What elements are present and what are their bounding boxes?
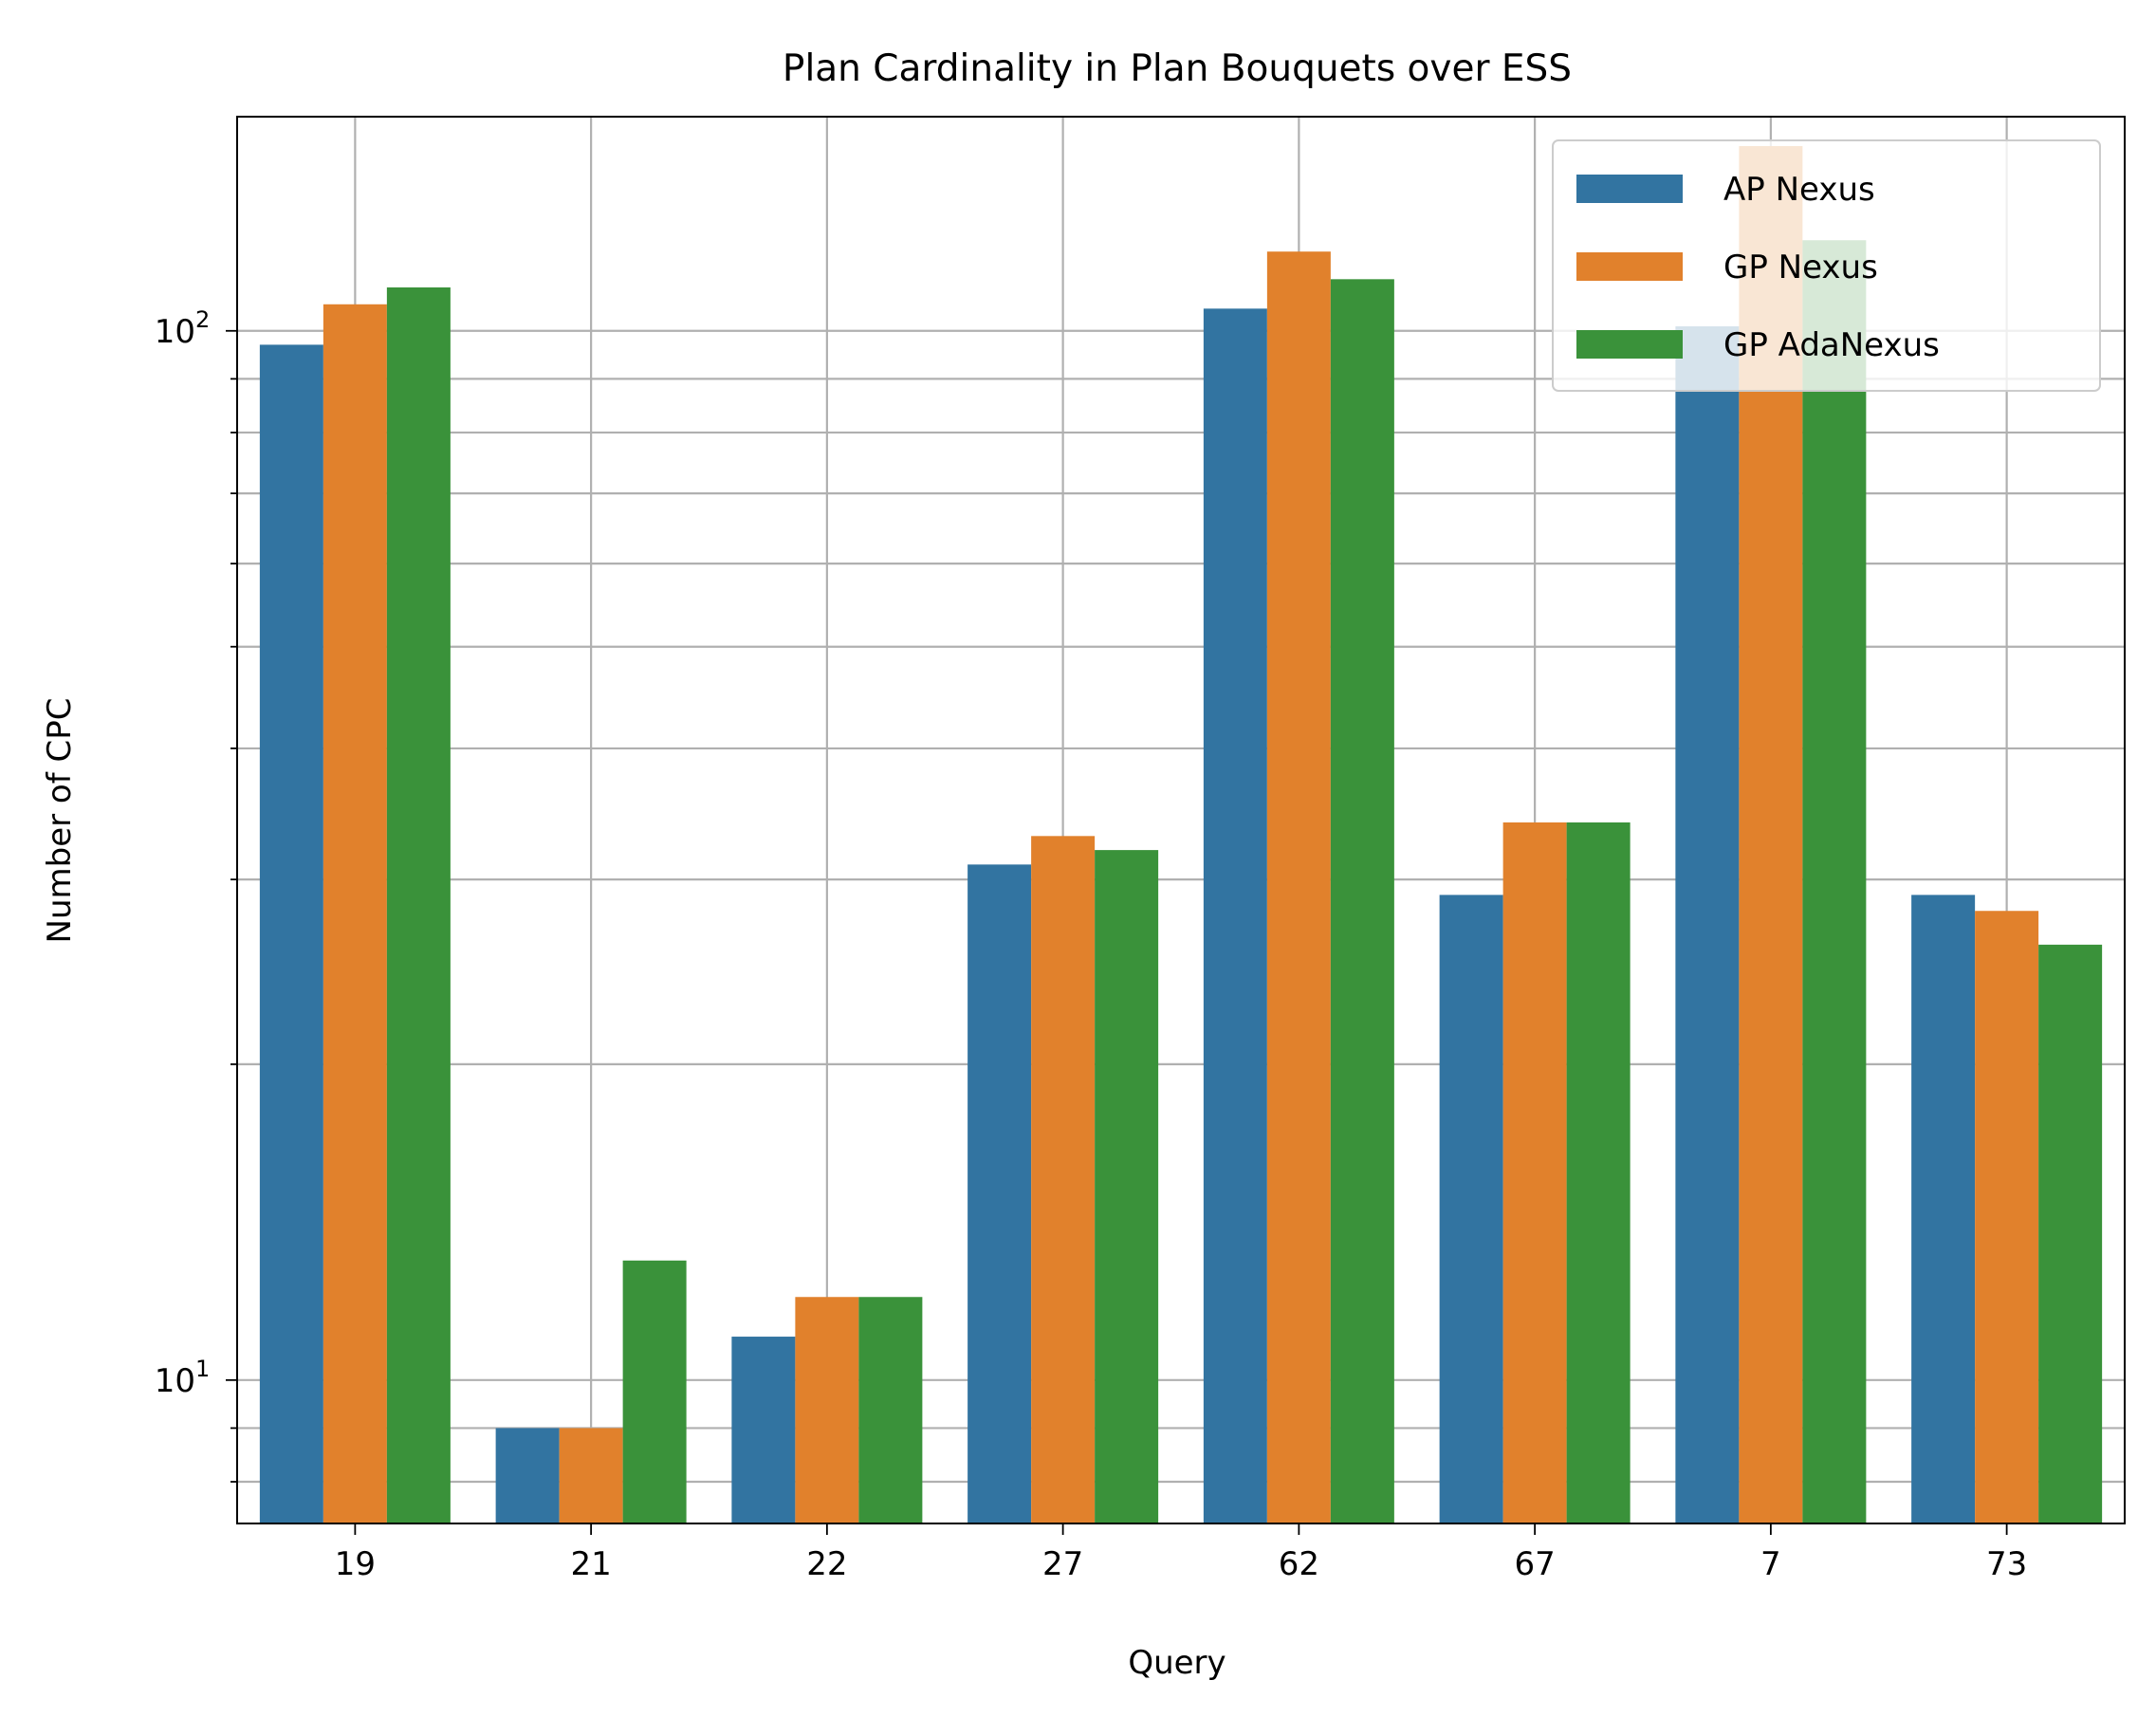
bar (1031, 836, 1096, 1523)
x-tick-label: 21 (570, 1545, 611, 1583)
x-tick-label: 7 (1760, 1545, 1781, 1583)
bar (1502, 822, 1567, 1523)
bar (322, 304, 387, 1524)
legend-label: GP Nexus (1723, 249, 1878, 286)
bar (967, 864, 1032, 1523)
legend-box (1552, 139, 2101, 392)
bar (858, 1297, 923, 1523)
chart-title: Plan Cardinality in Plan Bouquets over E… (783, 47, 1572, 90)
bar (495, 1428, 560, 1523)
x-axis-label: Query (1128, 1644, 1225, 1682)
y-axis-label: Number of CPC (41, 698, 79, 944)
legend-swatch (1576, 330, 1683, 359)
y-tick-base: 10 (155, 313, 195, 351)
bars (259, 146, 2103, 1524)
bar (1439, 895, 1503, 1523)
bar (386, 286, 451, 1524)
bar (1330, 279, 1394, 1524)
bar (731, 1337, 796, 1523)
bar (1203, 308, 1267, 1523)
plot-frame (236, 116, 2126, 1524)
bar (2038, 944, 2103, 1523)
x-tick-label: 62 (1279, 1545, 1319, 1583)
legend-swatch (1576, 175, 1683, 203)
bar (795, 1297, 859, 1523)
bar (1975, 911, 2039, 1523)
x-tick-label: 27 (1042, 1545, 1083, 1583)
y-tick-exponent: 2 (195, 306, 210, 333)
legend-swatch (1576, 252, 1683, 281)
bar (1911, 895, 1976, 1523)
legend-label: GP AdaNexus (1723, 326, 1940, 364)
bar (1566, 822, 1631, 1523)
bar (1266, 251, 1331, 1524)
bar (559, 1428, 623, 1523)
legend-label: AP Nexus (1723, 171, 1875, 209)
x-tick-label: 67 (1514, 1545, 1555, 1583)
y-tick-label: 10 1 (155, 1356, 211, 1400)
y-tick-label: 10 2 (155, 306, 211, 351)
bar (1095, 850, 1159, 1523)
x-tick-label: 22 (806, 1545, 847, 1583)
y-tick-exponent: 1 (195, 1356, 210, 1382)
bar (259, 344, 323, 1523)
x-tick-label: 19 (335, 1545, 376, 1583)
x-tick-label: 73 (1986, 1545, 2027, 1583)
y-tick-base: 10 (155, 1362, 195, 1400)
bar (1675, 325, 1740, 1523)
bar (1802, 240, 1867, 1523)
legend: AP Nexus GP Nexus GP AdaNexus (1552, 139, 2101, 392)
bar (622, 1260, 687, 1523)
